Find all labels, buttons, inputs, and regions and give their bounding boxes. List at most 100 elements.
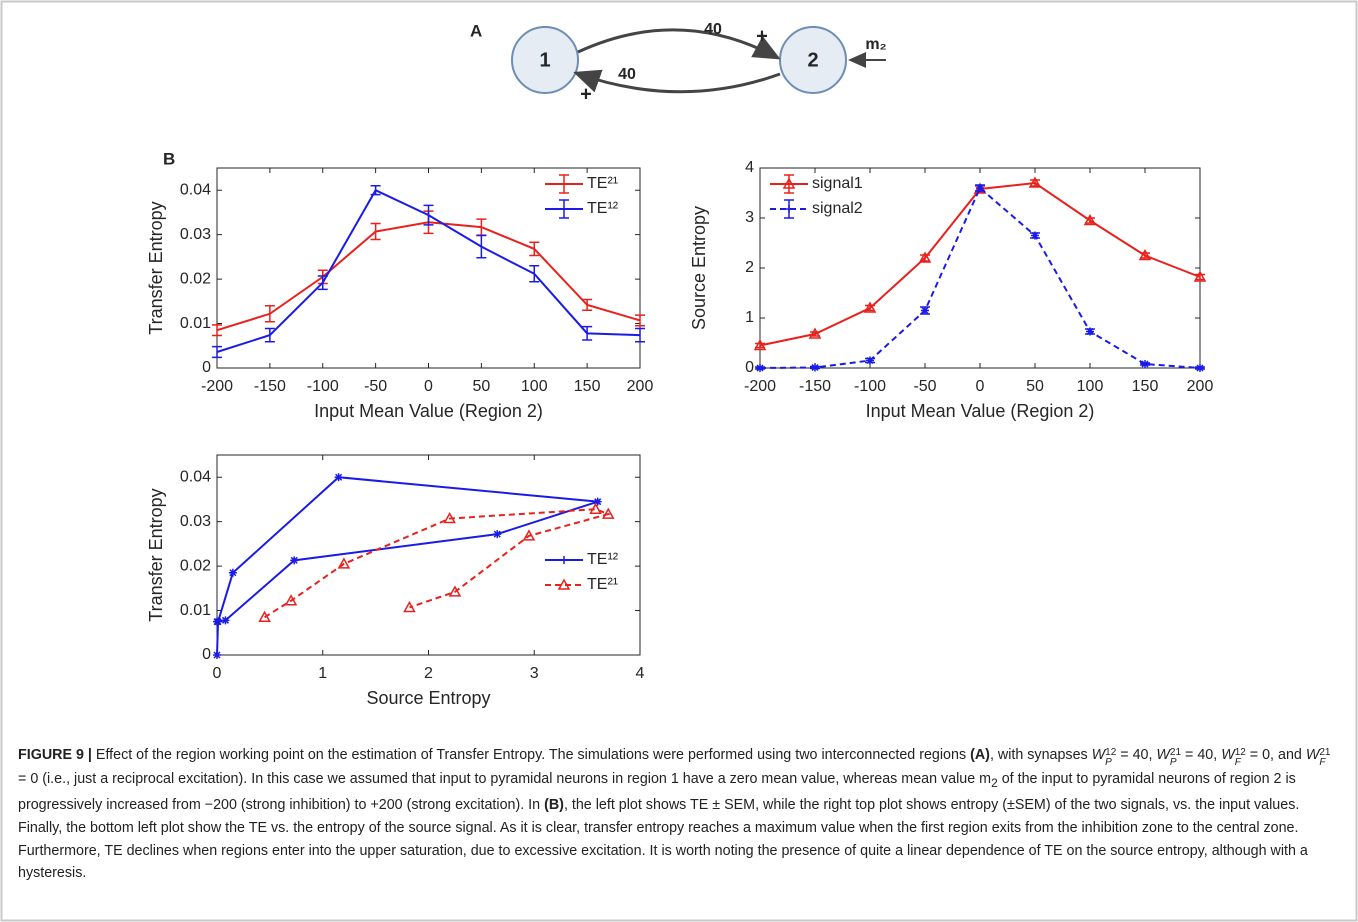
y-tick-label: 0.02: [180, 270, 211, 287]
marker: [228, 568, 237, 577]
y-tick-label: 0: [202, 646, 211, 663]
legend-label: TE¹²: [587, 551, 619, 568]
x-tick-label: 200: [627, 378, 654, 395]
y-tick-label: 3: [745, 209, 754, 226]
math: F: [1234, 757, 1241, 768]
marker: [448, 585, 462, 597]
error-bar: [529, 265, 540, 283]
marker: [403, 600, 416, 613]
marker: [863, 301, 877, 313]
plot-area: [216, 167, 641, 369]
marker: [976, 184, 984, 192]
error-bar: [635, 314, 645, 327]
legend-marker: [785, 205, 793, 213]
y-axis-label: Transfer Entropy: [146, 488, 166, 621]
input-label: m₂: [865, 36, 886, 53]
legend-label: TE²¹: [587, 576, 618, 593]
legend-label: signal2: [812, 200, 863, 217]
x-tick-label: -150: [254, 378, 286, 395]
error-bar: [920, 254, 930, 262]
node-label: 2: [807, 49, 818, 71]
error-bar: [582, 298, 593, 311]
edge: [577, 28, 781, 60]
edge: [573, 69, 781, 94]
caption-text: = 0 (i.e., just a reciprocal excitation)…: [18, 771, 992, 787]
y-axis-label: Source Entropy: [689, 206, 709, 330]
math-script: 21 P: [1170, 748, 1181, 768]
math: 12: [1105, 747, 1117, 758]
marker: [337, 557, 351, 569]
y-tick-label: 0.01: [180, 315, 211, 332]
x-tick-label: 50: [472, 378, 490, 395]
math: 21: [1169, 747, 1182, 758]
legend-errorbar: [559, 199, 569, 219]
marker: [1193, 270, 1207, 282]
marker: [811, 363, 819, 372]
x-tick-label: 0: [976, 378, 985, 395]
node: [511, 26, 579, 94]
error-bar: [212, 324, 222, 337]
legend-marker: [560, 556, 568, 564]
marker: [1031, 231, 1039, 240]
error-bar: [370, 185, 381, 196]
math: 21: [1319, 747, 1331, 758]
series-line: [759, 186, 1201, 369]
caption-text: = 40,: [1116, 747, 1157, 763]
math: W: [1156, 747, 1170, 763]
marker: [1196, 364, 1204, 372]
edge-sign: +: [580, 83, 592, 105]
math-script: 12 P: [1105, 748, 1116, 768]
panel-label: A: [470, 21, 482, 40]
marker: [522, 529, 536, 541]
marker: [443, 512, 456, 524]
error-bar: [529, 241, 540, 257]
caption-text: , with synapses: [989, 747, 1092, 763]
y-tick-label: 2: [745, 259, 754, 276]
marker: [1086, 327, 1094, 336]
x-axis-label: Input Mean Value (Region 2): [866, 401, 1095, 421]
y-tick-label: 0.01: [180, 602, 211, 619]
caption: FIGURE 9 | Effect of the region working …: [18, 744, 1340, 885]
x-tick-label: 150: [1132, 378, 1159, 395]
x-tick-label: -50: [364, 378, 387, 395]
x-tick-label: 100: [1077, 378, 1104, 395]
caption-text: = 0, and: [1245, 747, 1306, 763]
math: W: [1091, 747, 1106, 763]
marker: [1138, 248, 1152, 261]
y-tick-label: 0.03: [180, 513, 211, 530]
caption-text: Effect of the region working point on th…: [95, 747, 971, 763]
marker: [221, 616, 230, 625]
error-bar: [476, 234, 487, 259]
error-bar: [370, 222, 381, 241]
caption-text: (B): [544, 797, 564, 814]
caption-label: FIGURE 9 |: [18, 747, 92, 763]
marker: [290, 556, 299, 565]
node: [779, 26, 847, 94]
x-tick-label: 0: [213, 665, 222, 682]
edge-sign: +: [756, 25, 768, 47]
error-bar: [635, 327, 645, 343]
edge-weight: 40: [704, 21, 722, 38]
x-tick-label: 0: [424, 378, 433, 395]
caption-text: , the left plot shows TE ± SEM, while th…: [18, 797, 1308, 882]
node-label: 1: [539, 49, 550, 71]
marker: [918, 251, 932, 263]
y-axis-label: Transfer Entropy: [146, 201, 166, 334]
math-script: 21 F: [1319, 748, 1330, 768]
x-tick-label: 1: [318, 665, 327, 682]
error-bar: [264, 327, 275, 343]
x-tick-label: 4: [636, 665, 645, 682]
legend-marker: [557, 578, 571, 590]
marker: [589, 502, 602, 514]
math: F: [1319, 757, 1326, 768]
math-script: 12 F: [1235, 748, 1246, 768]
marker: [1083, 213, 1097, 226]
math: P: [1105, 757, 1112, 768]
x-tick-label: 3: [530, 665, 539, 682]
caption-text: = 40,: [1181, 747, 1222, 763]
marker: [593, 497, 602, 506]
legend-label: TE²¹: [587, 175, 618, 192]
marker: [213, 651, 221, 659]
